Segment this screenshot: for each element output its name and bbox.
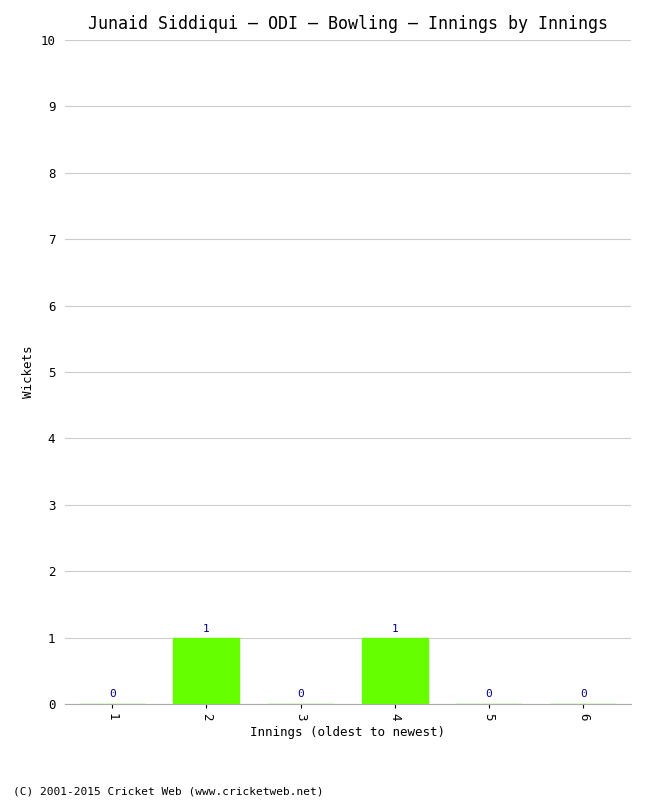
Text: 0: 0 bbox=[580, 689, 587, 698]
Text: 0: 0 bbox=[297, 689, 304, 698]
Title: Junaid Siddiqui – ODI – Bowling – Innings by Innings: Junaid Siddiqui – ODI – Bowling – Inning… bbox=[88, 15, 608, 33]
Bar bbox=[362, 638, 428, 704]
Text: 0: 0 bbox=[109, 689, 116, 698]
X-axis label: Innings (oldest to newest): Innings (oldest to newest) bbox=[250, 726, 445, 739]
Text: 1: 1 bbox=[391, 624, 398, 634]
Y-axis label: Wickets: Wickets bbox=[21, 346, 34, 398]
Bar bbox=[174, 638, 239, 704]
Text: 1: 1 bbox=[203, 624, 210, 634]
Text: 0: 0 bbox=[486, 689, 493, 698]
Text: (C) 2001-2015 Cricket Web (www.cricketweb.net): (C) 2001-2015 Cricket Web (www.cricketwe… bbox=[13, 786, 324, 796]
